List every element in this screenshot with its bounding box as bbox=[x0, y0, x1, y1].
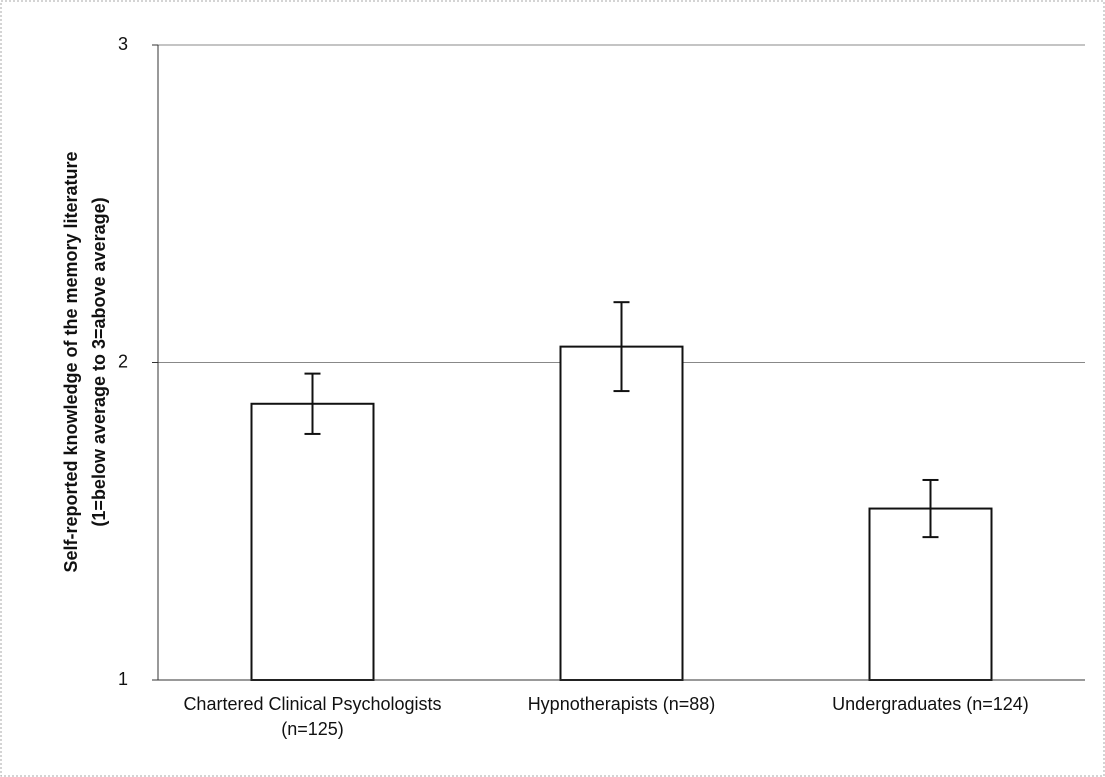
x-tick-label: Chartered Clinical Psychologists (n=125) bbox=[183, 694, 442, 739]
bar bbox=[559, 345, 684, 681]
x-tick-label: Undergraduates (n=124) bbox=[832, 694, 1029, 714]
y-tick-label: 3 bbox=[118, 34, 128, 54]
bar bbox=[250, 402, 375, 681]
y-axis-label: (1=below average to 3=above average) bbox=[89, 197, 109, 526]
y-axis-label: Self-reported knowledge of the memory li… bbox=[61, 151, 81, 572]
y-tick-label: 2 bbox=[118, 351, 128, 371]
x-tick-label: Hypnotherapists (n=88) bbox=[527, 694, 716, 714]
y-tick-label: 1 bbox=[118, 669, 128, 689]
